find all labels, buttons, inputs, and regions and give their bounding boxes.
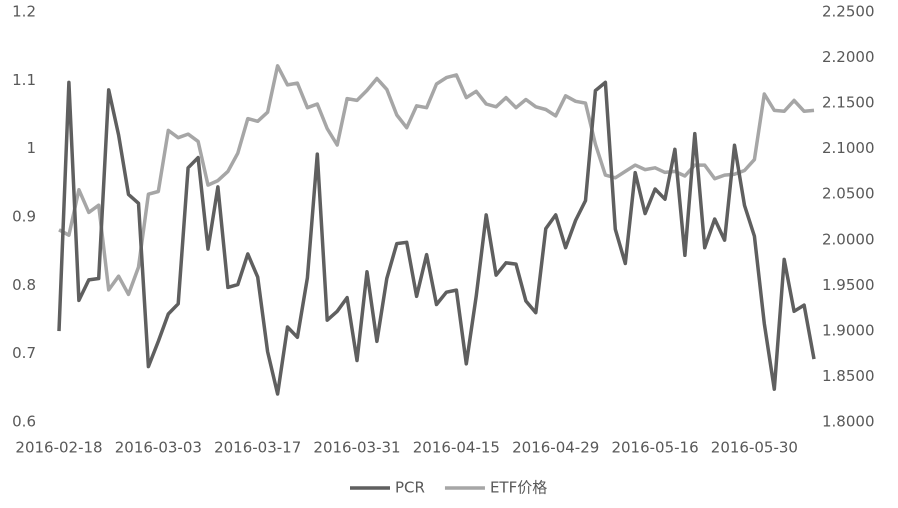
x-tick-label: 2016-03-31 (313, 439, 400, 457)
y2-tick-label: 2.1500 (822, 94, 875, 112)
y2-tick-label: 2.0500 (822, 185, 875, 203)
series-line (57, 80, 816, 396)
y-tick-label: 1.1 (12, 71, 36, 89)
series-line (58, 64, 815, 297)
y2-tick-label: 2.2000 (822, 48, 875, 66)
x-tick-label: 2016-05-16 (611, 439, 698, 457)
x-tick-label: 2016-04-29 (512, 439, 599, 457)
y2-tick-label: 2.1000 (822, 139, 875, 157)
y-tick-label: 1 (26, 139, 36, 157)
y-tick-label: 0.9 (12, 208, 36, 226)
x-tick-label: 2016-04-15 (413, 439, 500, 457)
x-tick-label: 2016-03-03 (115, 439, 202, 457)
x-tick-label: 2016-03-17 (214, 439, 301, 457)
legend-label: ETF价格 (490, 479, 547, 497)
y2-tick-label: 1.8500 (822, 367, 875, 385)
y-tick-label: 0.7 (12, 344, 36, 362)
y-tick-label: 0.6 (12, 413, 36, 431)
legend-label: PCR (395, 479, 425, 497)
y2-tick-label: 2.2500 (822, 3, 875, 21)
y2-tick-label: 1.9500 (822, 276, 875, 294)
y-tick-label: 0.8 (12, 276, 36, 294)
y2-tick-label: 1.8000 (822, 413, 875, 431)
y2-tick-label: 2.0000 (822, 230, 875, 248)
y-tick-label: 1.2 (12, 3, 36, 21)
y2-tick-label: 1.9000 (822, 321, 875, 339)
x-tick-label: 2016-02-18 (15, 439, 102, 457)
x-tick-label: 2016-05-30 (711, 439, 798, 457)
